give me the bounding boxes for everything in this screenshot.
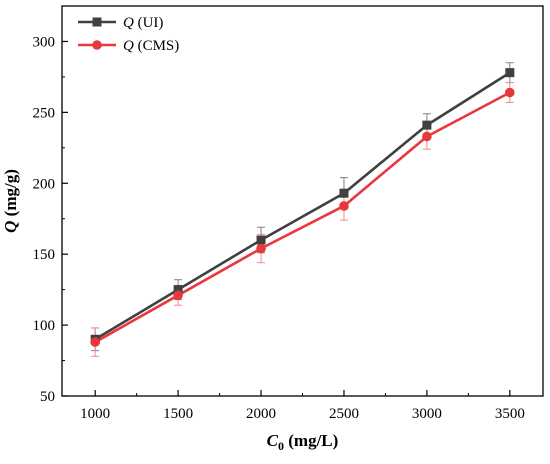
legend-label: Q (CMS) bbox=[123, 38, 179, 54]
legend-marker-circle bbox=[92, 40, 102, 50]
y-tick-label: 250 bbox=[33, 105, 56, 121]
y-axis-title: Q (mg/g) bbox=[1, 169, 20, 233]
data-point-circle bbox=[256, 243, 266, 254]
x-tick-label: 3000 bbox=[412, 406, 442, 422]
x-tick-label: 1000 bbox=[80, 406, 110, 422]
series-markers bbox=[90, 68, 515, 347]
legend: Q (UI) Q (CMS) bbox=[78, 15, 179, 54]
y-tick-label: 100 bbox=[33, 318, 56, 334]
series-line-ui bbox=[94, 71, 511, 341]
data-point-circle bbox=[422, 131, 432, 142]
data-point-square bbox=[422, 120, 432, 130]
y-tick-label: 50 bbox=[40, 389, 55, 405]
data-point-circle bbox=[173, 290, 183, 301]
x-axis-title: C0 (mg/L) bbox=[267, 431, 339, 453]
x-tick-label: 1500 bbox=[163, 406, 193, 422]
x-tick-label: 2500 bbox=[329, 406, 359, 422]
legend-marker-square bbox=[92, 17, 102, 27]
data-point-circle bbox=[339, 201, 349, 211]
data-point-circle bbox=[505, 87, 515, 98]
y-tick-label: 200 bbox=[33, 176, 56, 192]
data-point-circle bbox=[90, 337, 100, 347]
y-tick-label: 300 bbox=[33, 34, 56, 50]
series-lines bbox=[94, 71, 511, 344]
series-line-cms bbox=[94, 91, 511, 344]
legend-label: Q (UI) bbox=[123, 15, 163, 31]
x-tick-label: 2000 bbox=[246, 406, 276, 422]
data-point-square bbox=[505, 68, 515, 78]
data-point-square bbox=[339, 188, 349, 198]
error-bars bbox=[91, 62, 514, 357]
data-point-square bbox=[173, 285, 183, 295]
y-tick-label: 150 bbox=[33, 247, 56, 263]
data-point-square bbox=[256, 235, 266, 245]
x-tick-label: 3500 bbox=[495, 406, 525, 422]
axes: 1000 1500 2000 2500 3000 3500 50 100 150 200 250 30… bbox=[1, 5, 544, 453]
plot-frame bbox=[61, 5, 544, 397]
